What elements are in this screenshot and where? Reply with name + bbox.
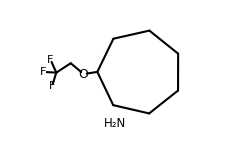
Text: F: F — [47, 55, 54, 65]
Text: H₂N: H₂N — [104, 117, 126, 130]
Text: F: F — [49, 81, 55, 91]
Text: F: F — [39, 67, 46, 77]
Text: O: O — [79, 68, 89, 80]
